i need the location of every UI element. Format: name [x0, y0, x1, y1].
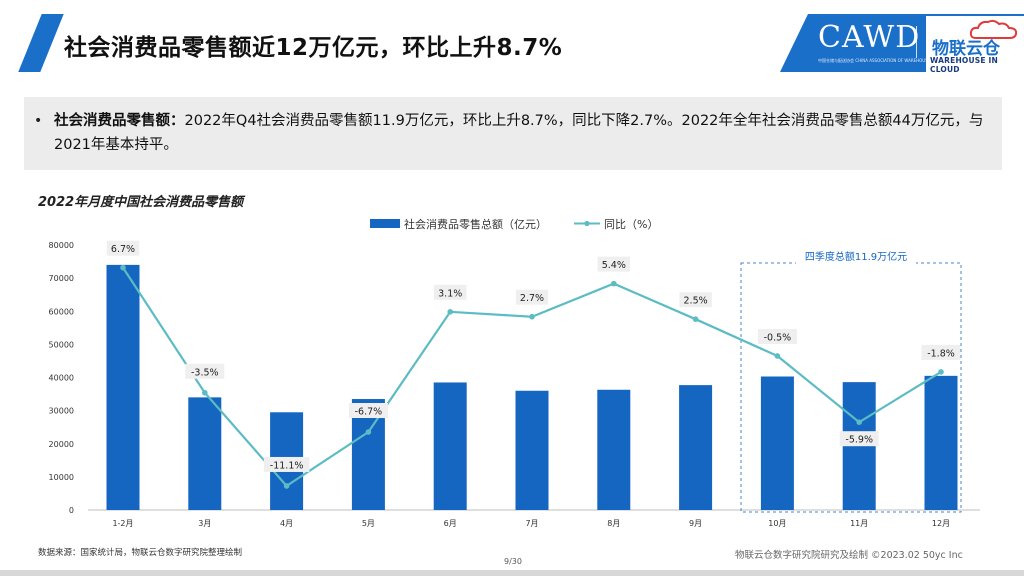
data-label-bg: [679, 292, 712, 308]
bar: [188, 397, 222, 510]
line-point: [447, 309, 454, 315]
line-point: [774, 353, 781, 359]
data-label-bg: [921, 344, 961, 360]
bottom-bar: [0, 570, 1024, 576]
bar: [515, 390, 549, 510]
y-tick-label: 60000: [49, 307, 74, 316]
footer-credit: 物联云仓数字研究院研究及绘制 ©2023.02 50yc Inc: [735, 550, 963, 561]
summary-label: 社会消费品零售额：: [54, 113, 185, 129]
data-label-bg: [263, 456, 310, 472]
bar: [433, 382, 467, 510]
data-label-bg: [185, 363, 225, 379]
bar: [924, 375, 958, 510]
data-label-bg: [348, 403, 388, 419]
data-source: 数据来源：国家统计局，物联云仓数字研究院整理绘制: [38, 548, 243, 558]
legend-bar-swatch: [370, 219, 400, 228]
data-label: -0.5%: [764, 332, 792, 343]
bar: [597, 389, 631, 510]
bar: [106, 264, 140, 510]
q4-annotation-label-bg: [796, 250, 916, 264]
chart-legend: 社会消费品零售总额（亿元） 同比（%）: [370, 217, 658, 231]
data-label-bg: [597, 256, 630, 272]
x-tick-label: 5月: [362, 519, 375, 528]
y-tick-label: 30000: [49, 407, 74, 416]
data-label: 5.4%: [602, 260, 626, 271]
bar: [679, 385, 713, 510]
summary-body: 2022年Q4社会消费品零售额11.9万亿元，环比上升8.7%，同比下降2.7%…: [54, 113, 984, 153]
x-tick-labels: 1-2月 3月 4月 5月 6月 7月 8月 9月 10月 11月 12月: [112, 519, 950, 528]
x-tick-label: 10月: [768, 519, 786, 528]
legend-line-marker: [584, 220, 590, 227]
x-tick-label: 6月: [444, 519, 457, 528]
q4-annotation: 四季度总额11.9万亿元: [740, 250, 962, 513]
q4-annotation-label: 四季度总额11.9万亿元: [805, 250, 907, 263]
y-tick-label: 50000: [49, 340, 74, 349]
x-tick-label: 12月: [932, 519, 950, 528]
data-label: -3.5%: [191, 367, 219, 378]
line-data-labels: 6.7% -3.5% -11.1% -6.7% 3.1% 2.7% 5.4% 2.5% -0.5…: [106, 240, 961, 472]
cawd-logo-subtitle: 中国仓储与配送协会 CHINA ASSOCIATION OF WAREHOUSI…: [818, 58, 976, 63]
data-label: 6.7%: [111, 244, 135, 255]
y-tick-label: 20000: [49, 440, 74, 449]
line-point: [202, 389, 208, 396]
y-tick-label: 40000: [49, 374, 74, 383]
x-tick-label: 11月: [850, 519, 868, 528]
summary-box: • 社会消费品零售额：2022年Q4社会消费品零售额11.9万亿元，环比上升8.…: [24, 97, 1002, 170]
legend-bar-label: 社会消费品零售总额（亿元）: [404, 217, 547, 231]
x-tick-label: 1-2月: [112, 519, 133, 528]
bar: [760, 376, 794, 510]
y-tick-label: 0: [69, 506, 74, 515]
data-label: -6.7%: [355, 407, 383, 418]
x-tick-label: 9月: [689, 519, 702, 528]
data-label: 2.5%: [684, 296, 708, 307]
line-series: [120, 264, 944, 489]
line-point: [120, 264, 126, 271]
chart-title: 2022年月度中国社会消费品零售额: [38, 195, 244, 210]
y-tick-label: 10000: [49, 473, 74, 482]
y-axis: 0 10000 20000 30000 40000 50000 60000 70000 8000…: [49, 241, 74, 515]
x-tick-label: 3月: [198, 519, 211, 528]
line-point: [938, 369, 944, 375]
data-label-bg: [757, 328, 797, 344]
logo-divider: [916, 26, 917, 58]
legend-line-label: 同比（%）: [604, 218, 658, 231]
data-label: -11.1%: [270, 460, 304, 471]
page-title: 社会消费品零售额近12万亿元，环比上升8.7%: [64, 35, 563, 61]
wlcloud-logo-cn: 物联云仓: [932, 39, 1000, 59]
y-tick-label: 80000: [49, 241, 74, 250]
cloud-icon: [969, 19, 1018, 39]
data-label-bg: [434, 284, 467, 300]
line-point: [283, 483, 290, 489]
x-tick-label: 7月: [525, 519, 538, 528]
wlcloud-logo-en: WAREHOUSE IN CLOUD: [930, 56, 998, 74]
data-label-bg: [839, 431, 879, 447]
summary-text: 社会消费品零售额：2022年Q4社会消费品零售额11.9万亿元，环比上升8.7%…: [54, 109, 984, 157]
data-label-bg: [106, 240, 140, 256]
line-point: [365, 429, 372, 435]
bullet-point: •: [34, 113, 43, 129]
cawd-logo-text: CAWD: [818, 20, 921, 55]
data-label: -5.9%: [845, 435, 873, 446]
y-tick-label: 70000: [49, 274, 74, 283]
data-label-bg: [515, 289, 549, 305]
page-number: 9/30: [504, 557, 522, 566]
line-point: [611, 280, 617, 287]
x-tick-label: 4月: [280, 519, 293, 528]
line-point: [692, 316, 699, 322]
line-point: [529, 313, 535, 320]
line-point: [856, 419, 862, 425]
data-label: 2.7%: [520, 293, 544, 304]
data-label: 3.1%: [438, 288, 462, 299]
data-label: -1.8%: [927, 348, 955, 359]
x-tick-label: 8月: [607, 519, 620, 528]
